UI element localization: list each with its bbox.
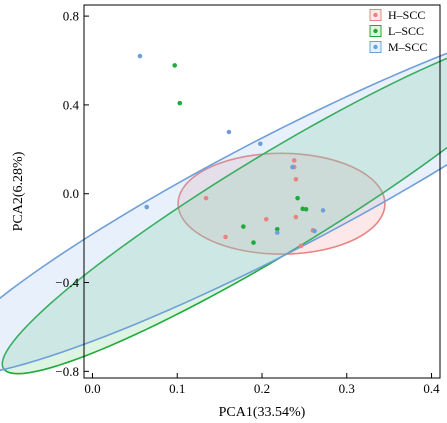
point-series-2-4	[274, 230, 280, 235]
legend-label-2: M–SCC	[388, 40, 427, 54]
point-series-2-7	[320, 208, 326, 213]
point-series-1-6	[300, 206, 305, 212]
point-series-1-1	[177, 100, 183, 106]
point-series-2-3	[258, 141, 263, 147]
y-tick-label-0: −0.8	[55, 364, 79, 379]
point-series-0-7	[298, 243, 304, 249]
point-series-0-6	[293, 214, 299, 220]
legend-label-1: L–SCC	[388, 24, 424, 38]
axes: 0.0 0.1 0.2 0.3 0.4 −0.8 −0.4 0.0 0.4 0.8	[55, 4, 441, 396]
legend-marker-1	[373, 28, 378, 34]
point-series-0-3	[291, 158, 297, 163]
point-series-1-5	[295, 195, 300, 201]
point-series-1-7	[303, 206, 309, 212]
point-series-1-0	[172, 63, 177, 68]
y-tick-label-1: −0.4	[55, 275, 79, 290]
y-tick-label-2: 0.0	[63, 186, 79, 201]
legend: H–SCC L–SCC M–SCC	[369, 8, 427, 54]
point-series-0-5	[293, 176, 299, 182]
x-tick-label-2: 0.2	[254, 381, 270, 396]
point-series-2-0	[137, 53, 143, 59]
legend-label-0: H–SCC	[388, 8, 425, 22]
y-tick-label-3: 0.4	[63, 97, 80, 112]
point-series-2-2	[226, 129, 232, 135]
x-tick-label-3: 0.3	[339, 381, 355, 396]
legend-marker-0	[373, 12, 378, 18]
y-tick-label-4: 0.8	[63, 9, 79, 24]
x-axis-title: PCA1(33.54%)	[219, 405, 306, 420]
x-tick-label-4: 0.4	[423, 381, 440, 396]
point-series-2-6	[312, 228, 317, 234]
x-tick-label-1: 0.1	[169, 381, 185, 396]
point-series-0-0	[203, 195, 209, 201]
ellipse-series-0	[177, 152, 386, 255]
confidence-ellipses	[0, 52, 447, 375]
point-series-1-3	[251, 240, 256, 245]
point-series-0-2	[263, 216, 269, 222]
x-tick-label-0: 0.0	[84, 381, 100, 396]
data-points	[137, 53, 326, 249]
point-series-2-5	[290, 164, 295, 170]
point-series-1-4	[274, 226, 280, 232]
point-series-2-1	[144, 204, 150, 210]
point-series-1-2	[241, 224, 246, 229]
point-series-0-1	[223, 234, 228, 240]
ellipse-series-2	[0, 52, 447, 372]
ellipse-series-1	[1, 57, 447, 375]
y-axis-title: PCA2(6.28%)	[11, 151, 26, 231]
legend-marker-2	[373, 44, 378, 50]
